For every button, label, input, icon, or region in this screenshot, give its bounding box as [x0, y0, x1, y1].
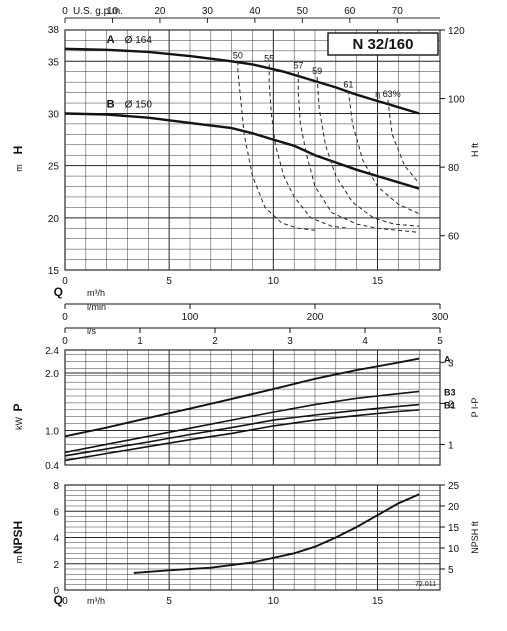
- h-ft-tick: 60: [448, 232, 460, 243]
- svg-text:5: 5: [448, 565, 454, 576]
- svg-text:1.0: 1.0: [45, 427, 59, 438]
- gpm-tick: 60: [344, 6, 356, 17]
- eff-label: 57: [293, 61, 303, 71]
- svg-text:25: 25: [448, 481, 460, 492]
- svg-text:3: 3: [287, 336, 293, 347]
- gpm-tick: 30: [202, 6, 214, 17]
- gpm-tick: 20: [154, 6, 166, 17]
- svg-text:1: 1: [448, 440, 454, 451]
- svg-text:5: 5: [166, 596, 172, 607]
- eff-label: 50: [233, 50, 243, 60]
- m3h-tick: 15: [372, 276, 384, 287]
- eff-label: 61: [343, 80, 353, 90]
- pump-curve-figure: 010203040506070U.S. g.p.m.15202530353860…: [0, 0, 507, 631]
- head-curve-b: [65, 114, 419, 189]
- power-label: A: [444, 355, 451, 365]
- svg-text:10: 10: [268, 596, 280, 607]
- svg-text:200: 200: [307, 312, 324, 323]
- h-left-label: H: [11, 146, 25, 155]
- svg-text:5: 5: [437, 336, 443, 347]
- svg-text:10: 10: [448, 544, 460, 555]
- svg-text:15: 15: [372, 596, 384, 607]
- svg-text:0: 0: [62, 596, 68, 607]
- power-label: B1: [444, 401, 456, 411]
- h-right-label: H ft: [470, 143, 480, 158]
- svg-text:1: 1: [137, 336, 143, 347]
- svg-text:P: P: [11, 403, 25, 411]
- gpm-tick: 40: [249, 6, 261, 17]
- svg-text:2.4: 2.4: [45, 346, 59, 357]
- eff-curve: [269, 64, 348, 228]
- h-m-tick: 30: [48, 109, 60, 120]
- m3h-tick: 10: [268, 276, 280, 287]
- svg-text:8: 8: [53, 481, 59, 492]
- h-m-tick: 20: [48, 214, 60, 225]
- gpm-tick: 0: [62, 6, 68, 17]
- svg-text:l/s: l/s: [87, 326, 97, 336]
- h-ft-tick: 80: [448, 163, 460, 174]
- svg-text:m: m: [14, 556, 24, 564]
- eff-label: 55: [264, 53, 274, 63]
- h-m-tick: 35: [48, 57, 60, 68]
- curve-label-a: A: [107, 34, 115, 46]
- h-m-tick: 15: [48, 266, 60, 277]
- m3h-tick: 5: [166, 276, 172, 287]
- svg-text:Ø 150: Ø 150: [125, 99, 153, 110]
- svg-text:15: 15: [448, 523, 460, 534]
- power-label: B3: [444, 387, 456, 397]
- gpm-tick: 50: [297, 6, 309, 17]
- gpm-label: U.S. g.p.m.: [73, 6, 123, 17]
- svg-text:Ø 164: Ø 164: [125, 35, 153, 46]
- curve-label-b: B: [107, 98, 115, 110]
- eff-curve: [348, 91, 419, 214]
- svg-text:38: 38: [48, 25, 60, 36]
- svg-text:2: 2: [53, 560, 59, 571]
- svg-text:20: 20: [448, 502, 460, 513]
- svg-text:6: 6: [53, 507, 59, 518]
- svg-text:4: 4: [362, 336, 368, 347]
- gpm-tick: 70: [392, 6, 404, 17]
- eff-label: 59: [312, 66, 322, 76]
- svg-text:l/min: l/min: [87, 302, 106, 312]
- svg-text:4: 4: [53, 534, 59, 545]
- model-label: N 32/160: [353, 36, 414, 53]
- svg-text:Q: Q: [54, 593, 63, 607]
- svg-text:300: 300: [432, 312, 449, 323]
- svg-text:m: m: [14, 164, 24, 172]
- q-label: Q: [54, 285, 63, 299]
- h-ft-tick: 120: [448, 26, 465, 37]
- svg-text:kW: kW: [14, 417, 24, 431]
- svg-text:0.4: 0.4: [45, 461, 59, 472]
- m3h-tick: 0: [62, 276, 68, 287]
- svg-text:2: 2: [212, 336, 218, 347]
- svg-text:0: 0: [62, 336, 68, 347]
- svg-text:100: 100: [182, 312, 199, 323]
- h-m-tick: 25: [48, 162, 60, 173]
- svg-text:m³/h: m³/h: [87, 288, 105, 298]
- svg-text:NPSH ft: NPSH ft: [470, 521, 480, 554]
- svg-text:m³/h: m³/h: [87, 596, 105, 606]
- eff-curve: [238, 61, 315, 230]
- power-curve: [65, 391, 419, 452]
- svg-text:0: 0: [62, 312, 68, 323]
- svg-text:P I-P: P I-P: [470, 398, 480, 418]
- eff-label: η 63%: [375, 89, 401, 99]
- svg-text:2.0: 2.0: [45, 369, 59, 380]
- figure-id: 72.011: [415, 581, 436, 588]
- h-ft-tick: 100: [448, 95, 465, 106]
- svg-text:NPSH: NPSH: [11, 521, 25, 554]
